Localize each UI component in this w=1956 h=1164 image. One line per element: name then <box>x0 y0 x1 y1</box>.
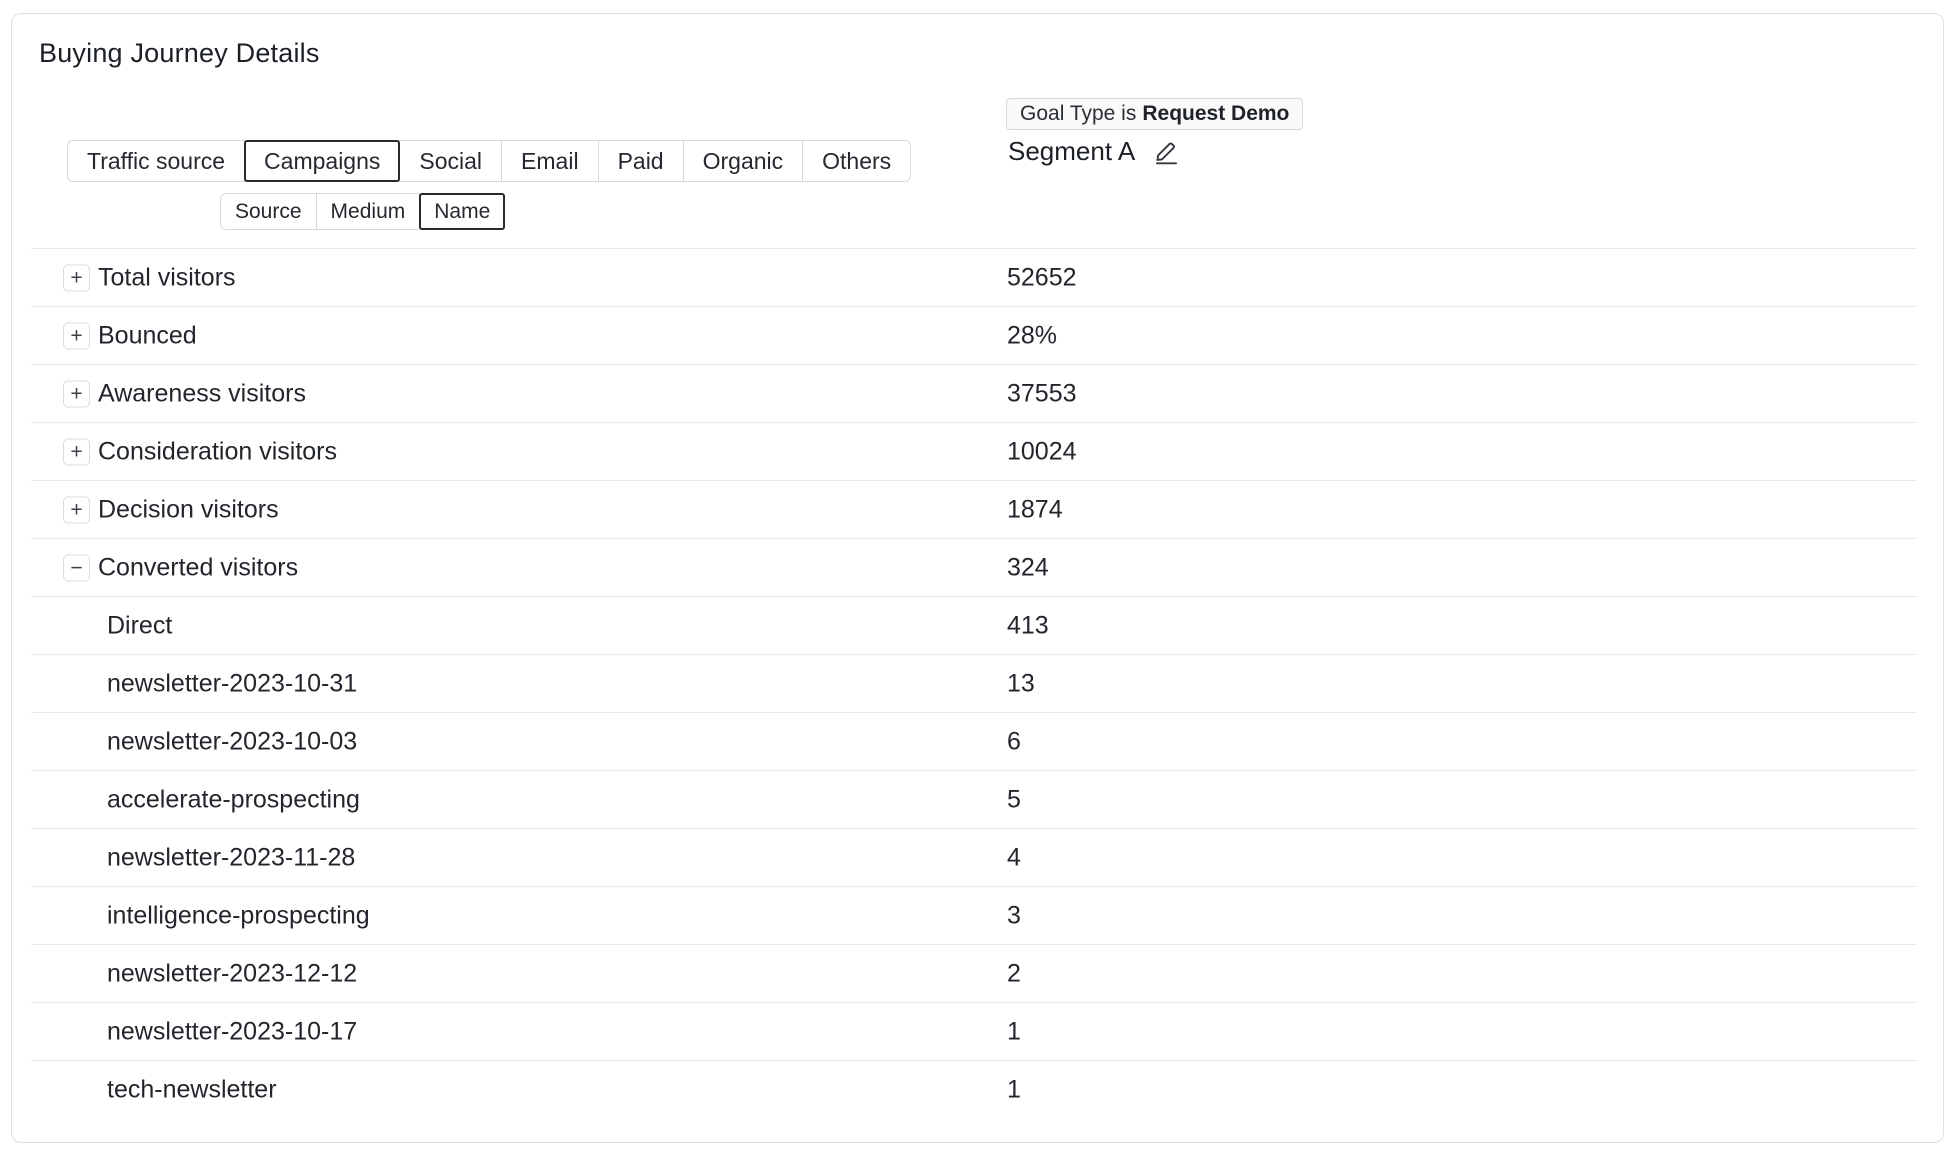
row-value: 324 <box>1007 553 1049 581</box>
table-row: − Converted visitors 324 <box>31 538 1917 596</box>
table-row: + Total visitors 52652 <box>31 248 1917 306</box>
tab-campaigns[interactable]: Campaigns <box>244 140 401 182</box>
traffic-source-tabs: Traffic source Campaigns Social Email Paid Or… <box>67 140 912 182</box>
row-value: 10024 <box>1007 437 1077 465</box>
tab-others[interactable]: Others <box>802 140 912 182</box>
row-value: 2 <box>1007 959 1021 987</box>
table-row: accelerate-prospecting 5 <box>31 770 1917 828</box>
table-row: newsletter-2023-12-12 2 <box>31 944 1917 1002</box>
row-label: Awareness visitors <box>98 379 306 407</box>
tab-name[interactable]: Name <box>419 193 506 230</box>
goal-badge-value: Request Demo <box>1142 102 1290 125</box>
row-value: 5 <box>1007 785 1021 813</box>
panel-title: Buying Journey Details <box>39 38 320 68</box>
goal-badge-prefix: Goal Type is <box>1020 102 1137 125</box>
table-row: + Bounced 28% <box>31 306 1917 364</box>
expand-button-total-visitors[interactable]: + <box>63 264 90 291</box>
segment-label: Segment A <box>1008 135 1136 166</box>
row-value: 52652 <box>1007 263 1077 291</box>
table-row: + Awareness visitors 37553 <box>31 364 1917 422</box>
segment-selector: Segment A <box>1008 134 1180 168</box>
row-value: 1874 <box>1007 495 1063 523</box>
tab-organic[interactable]: Organic <box>682 140 804 182</box>
expand-button-consideration-visitors[interactable]: + <box>63 438 90 465</box>
row-value: 3 <box>1007 901 1021 929</box>
row-label: newsletter-2023-10-17 <box>107 1017 358 1045</box>
tab-email[interactable]: Email <box>501 140 599 182</box>
collapse-button-converted-visitors[interactable]: − <box>63 554 90 581</box>
row-label: Converted visitors <box>98 553 299 581</box>
edit-segment-icon[interactable] <box>1153 138 1180 165</box>
table-row: Direct 413 <box>31 596 1917 654</box>
row-value: 4 <box>1007 843 1021 871</box>
tab-paid[interactable]: Paid <box>597 140 684 182</box>
row-value: 37553 <box>1007 379 1077 407</box>
row-value: 1 <box>1007 1017 1021 1045</box>
row-value: 13 <box>1007 669 1035 697</box>
table-row: newsletter-2023-10-03 6 <box>31 712 1917 770</box>
row-value: 6 <box>1007 727 1021 755</box>
campaign-dimension-tabs: Source Medium Name <box>220 193 506 230</box>
table-row: + Decision visitors 1874 <box>31 480 1917 538</box>
table-row: + Consideration visitors 10024 <box>31 422 1917 480</box>
row-label: Bounced <box>98 321 197 349</box>
row-label: Consideration visitors <box>98 437 337 465</box>
tab-medium[interactable]: Medium <box>315 193 421 230</box>
tab-traffic-source[interactable]: Traffic source <box>67 140 246 182</box>
row-value: 28% <box>1007 321 1058 349</box>
tab-social[interactable]: Social <box>399 140 503 182</box>
goal-type-badge: Goal Type is Request Demo <box>1006 98 1304 130</box>
expand-button-decision-visitors[interactable]: + <box>63 496 90 523</box>
buying-journey-panel: Buying Journey Details Traffic source Cam… <box>11 13 1944 1143</box>
row-label: Total visitors <box>98 263 236 291</box>
expand-button-bounced[interactable]: + <box>63 322 90 349</box>
row-label: newsletter-2023-10-03 <box>107 727 358 755</box>
table-row: newsletter-2023-10-17 1 <box>31 1002 1917 1060</box>
tab-source[interactable]: Source <box>220 193 317 230</box>
row-label: accelerate-prospecting <box>107 785 360 813</box>
table-row: newsletter-2023-10-31 13 <box>31 654 1917 712</box>
row-value: 413 <box>1007 611 1049 639</box>
table-row: tech-newsletter 1 <box>31 1060 1917 1118</box>
journey-table: + Total visitors 52652 + Bounced 28% + A… <box>31 248 1917 1118</box>
row-value: 1 <box>1007 1075 1021 1103</box>
table-row: newsletter-2023-11-28 4 <box>31 828 1917 886</box>
row-label: newsletter-2023-11-28 <box>107 843 356 871</box>
row-label: tech-newsletter <box>107 1075 277 1103</box>
row-label: Decision visitors <box>98 495 279 523</box>
row-label: newsletter-2023-12-12 <box>107 959 358 987</box>
expand-button-awareness-visitors[interactable]: + <box>63 380 90 407</box>
row-label: Direct <box>107 611 173 639</box>
row-label: intelligence-prospecting <box>107 901 370 929</box>
table-row: intelligence-prospecting 3 <box>31 886 1917 944</box>
row-label: newsletter-2023-10-31 <box>107 669 358 697</box>
